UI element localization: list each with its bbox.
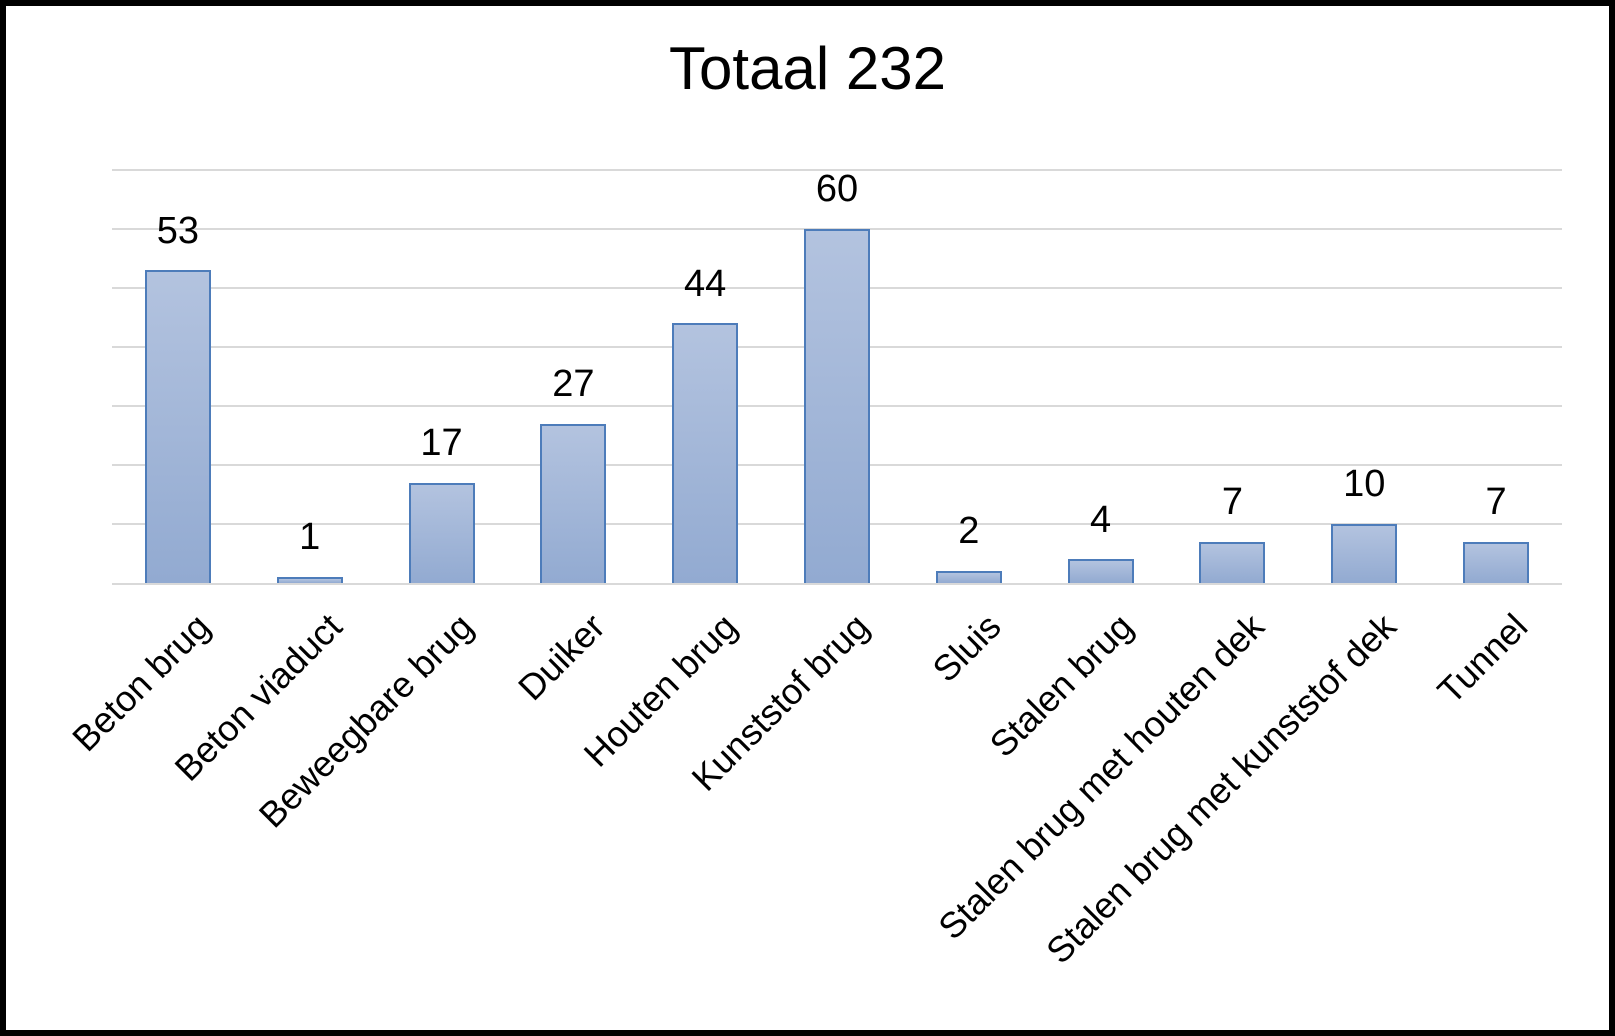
- bar: [408, 482, 475, 583]
- bar: [1463, 541, 1530, 583]
- bar: [144, 270, 211, 583]
- bar-value-label: 53: [156, 209, 200, 252]
- bar-value-label: 7: [1485, 480, 1507, 523]
- bar: [1067, 559, 1134, 583]
- bar: [540, 423, 607, 583]
- x-axis-label: Tunnel: [1429, 605, 1536, 712]
- bar: [1331, 524, 1398, 583]
- x-axis-labels: Beton brug Beton viaduct Beweegbare brug Du…: [64, 585, 1562, 1025]
- bar-value-label: 2: [958, 510, 980, 553]
- bar-value-label: 17: [420, 421, 463, 464]
- plot-area: 53 1 17 27 44 60 2 4 7 10 7: [112, 168, 1562, 585]
- bar-value-label: 7: [1221, 480, 1244, 523]
- bar-value-label: 60: [815, 168, 859, 211]
- bar: [804, 229, 870, 583]
- chart-title: Totaal 232: [669, 35, 946, 102]
- bar-value-label: 4: [1090, 498, 1112, 541]
- bar: [935, 571, 1002, 583]
- x-axis-label: Duiker: [510, 605, 613, 709]
- bar-value-label: 44: [684, 262, 727, 305]
- x-axis-label: Sluis: [924, 605, 1009, 690]
- bar: [672, 323, 739, 583]
- bar: [1199, 541, 1266, 583]
- bar-value-label: 10: [1343, 463, 1386, 506]
- bar-value-label: 27: [552, 362, 595, 405]
- bar: [276, 577, 343, 583]
- bar-value-label: 1: [299, 516, 321, 559]
- gridline: [112, 169, 1562, 171]
